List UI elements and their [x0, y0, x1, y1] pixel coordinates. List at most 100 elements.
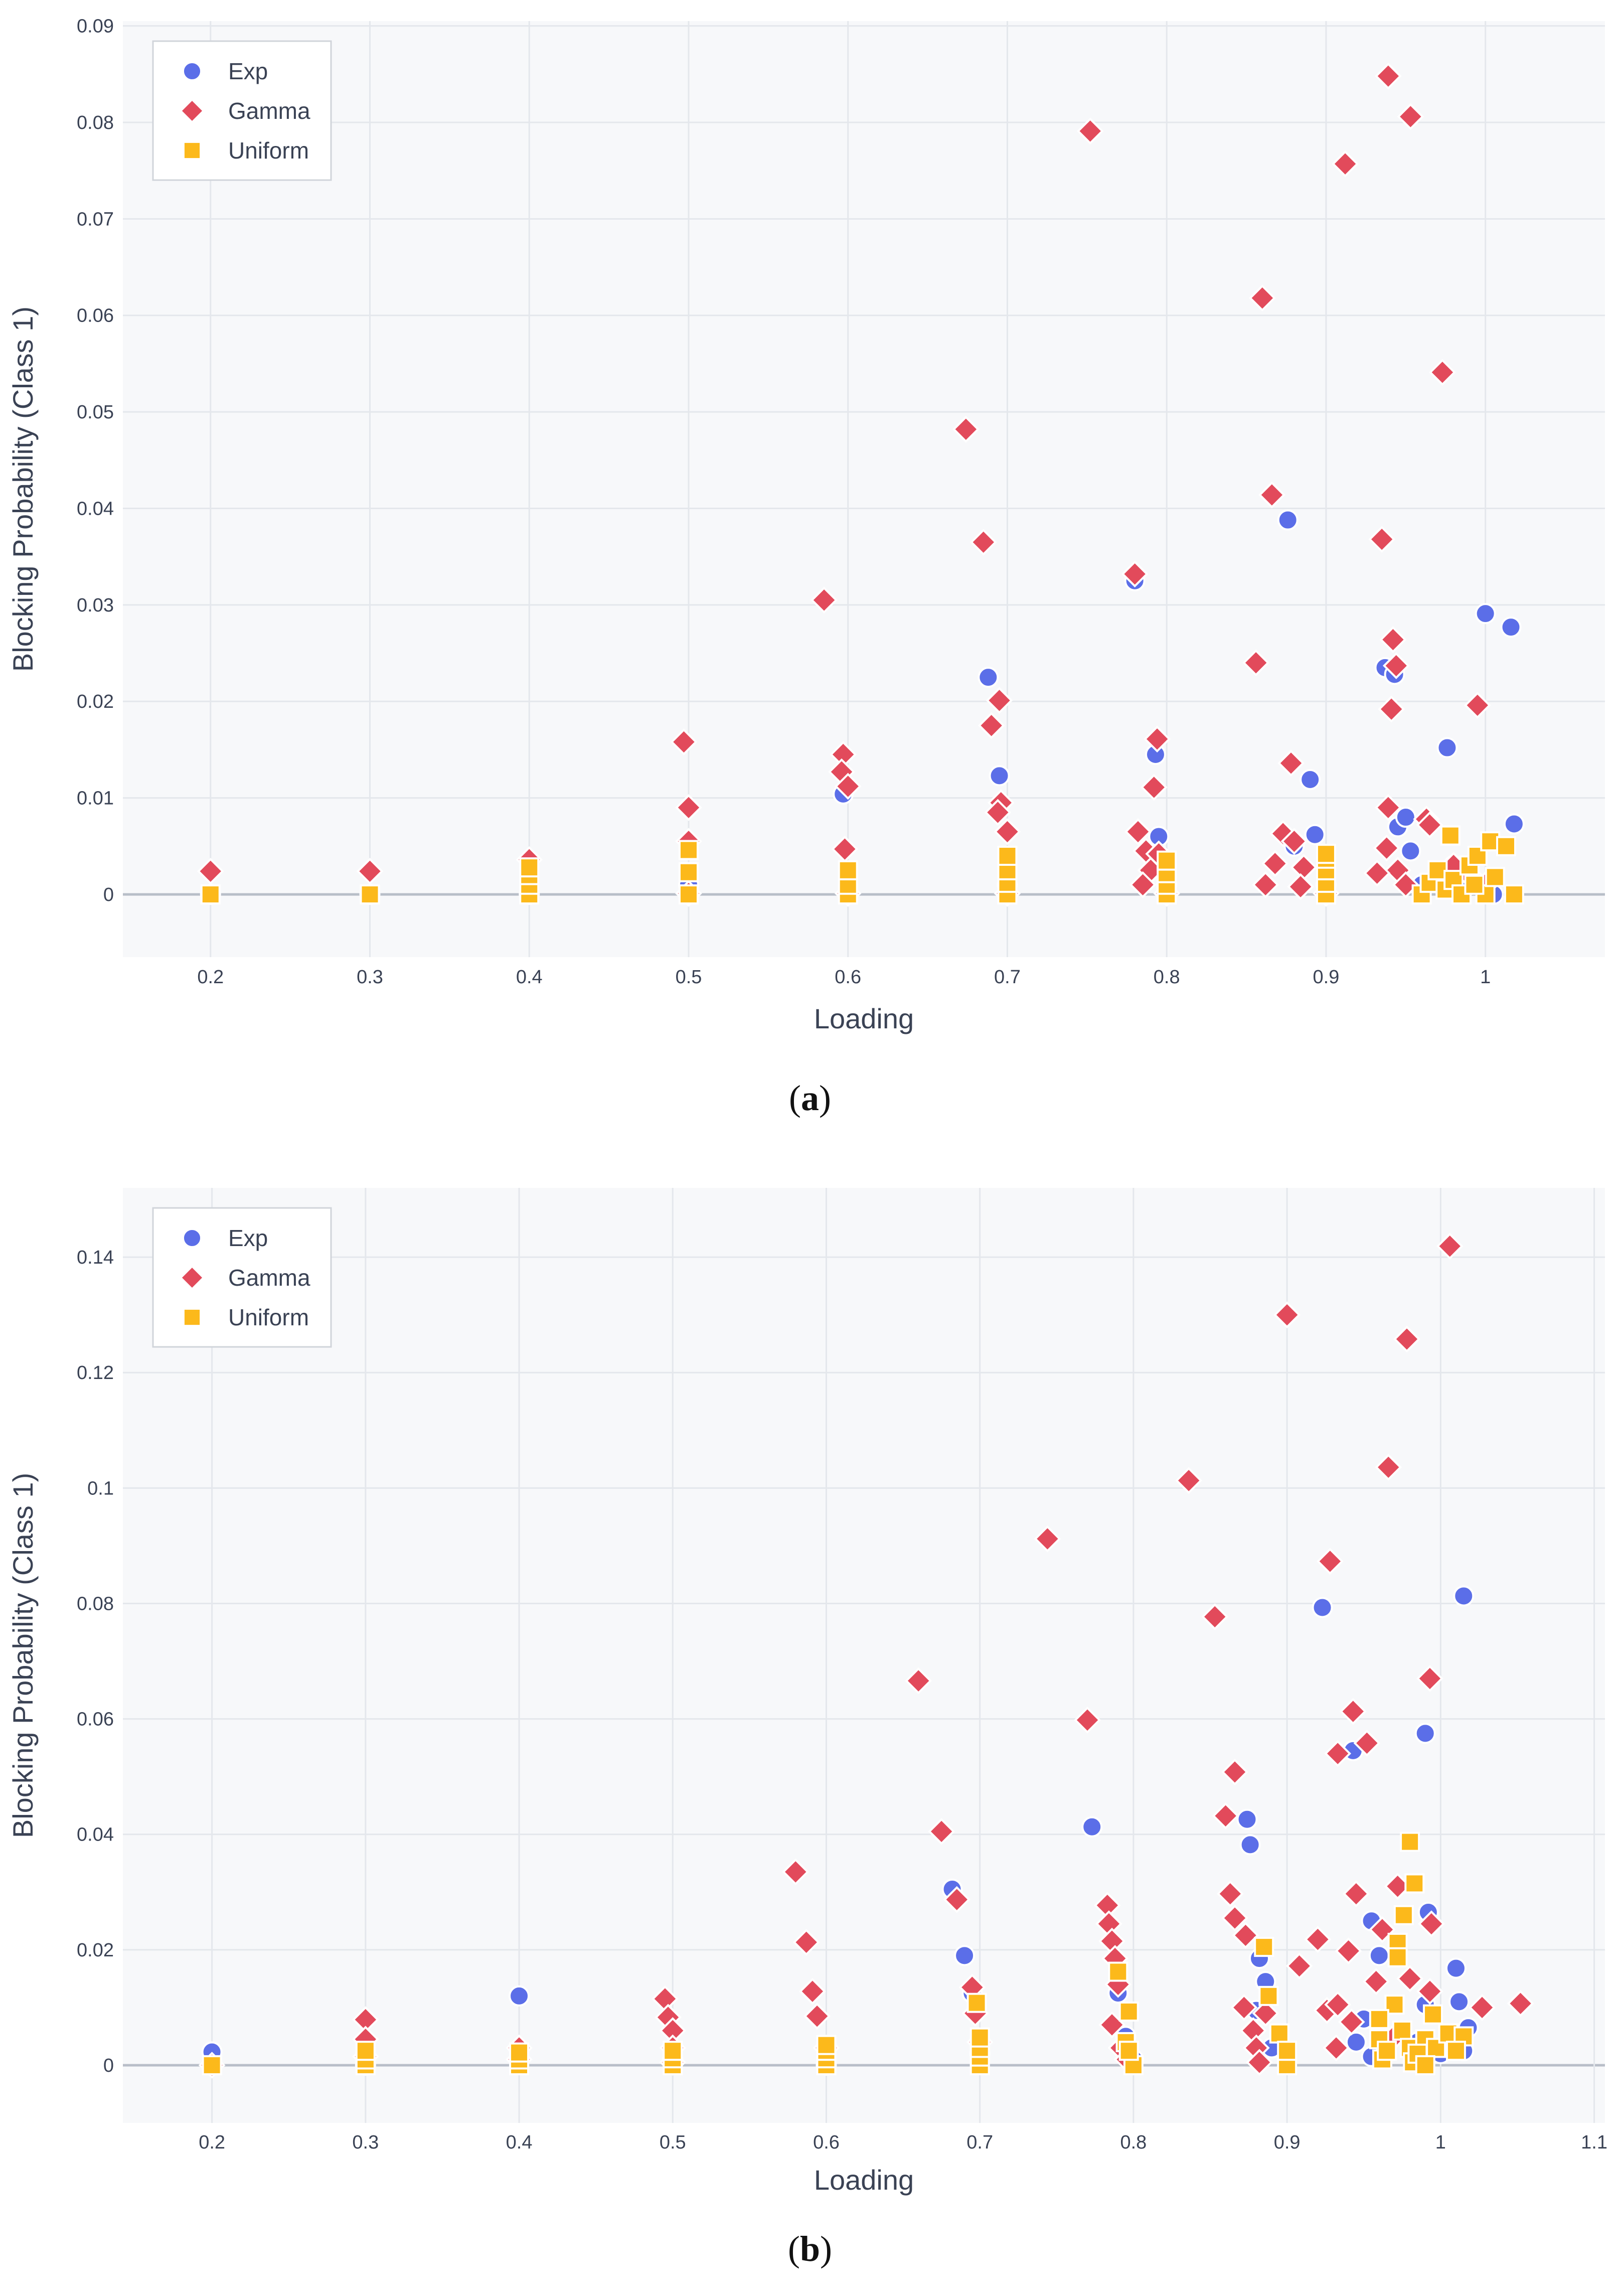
- chart-a-x-tick-label: 0.5: [676, 967, 702, 988]
- chart-a-uniform-point: [678, 862, 699, 882]
- chart-a-exp-point: [989, 765, 1010, 787]
- chart-a-gamma-point: [1287, 873, 1314, 900]
- caption-a: (a): [789, 1078, 831, 1118]
- chart-b-uniform-point: [816, 2035, 837, 2055]
- chart-b-series-uniform: [202, 1831, 1474, 2075]
- chart-b-exp-point: [1239, 1834, 1261, 1856]
- chart-a-x-axis-label: Loading: [814, 1003, 914, 1034]
- chart-b-y-tick-label: 0.14: [77, 1247, 114, 1268]
- chart-a-legend-marker-uniform: [182, 140, 202, 161]
- chart-b-uniform-point: [1387, 1947, 1408, 1967]
- chart-b-x-axis-label: Loading: [814, 2164, 914, 2196]
- chart-a-gamma-point: [1363, 859, 1391, 887]
- chart-a-gamma-point: [952, 415, 980, 443]
- chart-b-gamma-point: [1362, 1968, 1390, 1995]
- chart-a-legend-label-uniform: Uniform: [228, 137, 309, 164]
- chart-b-y-tick-label: 0.04: [77, 1824, 114, 1846]
- chart-a-gamma-point: [984, 799, 1012, 826]
- chart-b-y-tick-label: 0.1: [87, 1478, 114, 1499]
- chart-b-uniform-point: [1400, 1831, 1420, 1852]
- chart-a-gamma-point: [1332, 150, 1359, 178]
- chart-a-gamma-point: [1258, 481, 1285, 509]
- chart-a-exp-point: [1277, 509, 1299, 531]
- chart-a-plot-area: [123, 21, 1605, 957]
- chart-a-y-tick-label: 0.05: [77, 402, 114, 423]
- chart-b-gamma-point: [1507, 1989, 1534, 2017]
- chart-b-gamma-point: [1221, 1758, 1248, 1786]
- chart-b-uniform-point: [1258, 1985, 1279, 2006]
- chart-b-gamma-point: [1343, 1880, 1370, 1908]
- chart-b-exp-point: [1445, 1957, 1467, 1979]
- chart-a-gamma-point: [197, 857, 224, 885]
- chart-b-uniform-point: [509, 2042, 530, 2063]
- chart-a-legend-marker-gamma: [179, 98, 205, 124]
- chart-a-x-tick-label: 0.6: [835, 967, 861, 988]
- chart-a-uniform-point: [519, 857, 540, 878]
- chart-b-gamma-point: [905, 1667, 932, 1695]
- chart-b-uniform-point: [1369, 2009, 1389, 2029]
- chart-b-gamma-point: [1323, 2034, 1350, 2062]
- chart-b-legend-label-exp: Exp: [228, 1225, 268, 1251]
- chart-a-y-tick-label: 0: [103, 884, 114, 905]
- chart-a-y-tick-label: 0.01: [77, 788, 114, 809]
- chart-a-gamma-point: [986, 687, 1013, 714]
- chart-a-gamma-point: [1242, 649, 1269, 677]
- chart-a-gamma-point: [1373, 834, 1400, 862]
- chart-b-uniform-point: [1108, 1961, 1128, 1982]
- chart-b-exp-point: [1345, 2031, 1367, 2053]
- chart-b-x-tick-label: 1: [1435, 2132, 1446, 2153]
- chart-b-y-tick-label: 0.06: [77, 1709, 114, 1730]
- chart-a-y-tick-label: 0.07: [77, 209, 114, 230]
- chart-a-exp-point: [1500, 617, 1522, 638]
- chart-b-uniform-point: [1445, 2041, 1466, 2061]
- chart-a-legend-marker-exp: [182, 61, 203, 82]
- chart-a-gamma-point: [969, 528, 997, 556]
- chart-panel-b: 0 0.02 0.04 0.06 0.08 0.1 0.12 0.14 0.2 0.3 0.4 0.5…: [0, 1149, 1620, 2296]
- chart-a-y-tick-label: 0.02: [77, 691, 114, 712]
- chart-a-uniform-point: [997, 846, 1018, 866]
- chart-b-plot-area: [123, 1188, 1605, 2123]
- caption-b: (b): [787, 2229, 832, 2269]
- chart-b-exp-point: [1236, 1808, 1258, 1830]
- chart-b-gamma-point: [1416, 1977, 1443, 2005]
- chart-b-uniform-point: [966, 1993, 987, 2013]
- chart-b-uniform-point: [1393, 1905, 1414, 1925]
- chart-a-gamma-point: [670, 728, 698, 755]
- scatter-chart-a: 0 0.01 0.02 0.03 0.04 0.05 0.06 0.07 0.08 0.09 0.2…: [7, 16, 1605, 1034]
- chart-b-legend-marker-exp: [182, 1228, 203, 1249]
- chart-b-uniform-point: [1415, 2055, 1435, 2075]
- chart-a-x-tick-label: 0.7: [994, 967, 1021, 988]
- chart-b-x-tick-label: 0.6: [813, 2132, 840, 2153]
- chart-b-gamma-point: [1436, 1233, 1464, 1260]
- chart-b-y-tick-label: 0.08: [77, 1593, 114, 1614]
- chart-b-exp-point: [1448, 1991, 1470, 2013]
- chart-a-uniform-point: [1316, 844, 1336, 864]
- chart-b-x-tick-label: 0.7: [966, 2132, 993, 2153]
- chart-b-x-tick-label: 0.8: [1120, 2132, 1147, 2153]
- chart-b-uniform-point: [1277, 2041, 1298, 2061]
- chart-b-gamma-point: [1418, 1910, 1445, 1937]
- caption-label-a: a: [801, 1078, 819, 1118]
- chart-b-gamma-point: [1416, 1665, 1443, 1692]
- chart-a-gamma-point: [1416, 811, 1443, 839]
- chart-a-gamma-point: [1375, 62, 1402, 90]
- chart-b-gamma-point: [1034, 1525, 1061, 1553]
- chart-b-y-tick-label: 0.02: [77, 1940, 114, 1961]
- chart-a-gamma-point: [1249, 284, 1276, 312]
- chart-b-gamma-point: [1074, 1707, 1101, 1734]
- chart-b-uniform-point: [1377, 2041, 1397, 2061]
- chart-a-uniform-point: [1496, 836, 1516, 856]
- chart-b-y-tick-label: 0: [103, 2055, 114, 2076]
- chart-b-gamma-point: [1217, 1880, 1244, 1908]
- chart-a-y-tick-label: 0.06: [77, 305, 114, 327]
- chart-a-gamma-point: [1144, 725, 1171, 753]
- chart-b-x-tick-label: 0.3: [352, 2132, 379, 2153]
- chart-a-uniform-point: [1485, 867, 1505, 887]
- chart-a-gamma-point: [675, 794, 702, 821]
- chart-a-gamma-point: [1121, 560, 1149, 588]
- chart-b-gamma-point: [1273, 1301, 1301, 1328]
- chart-b-gamma-point: [1375, 1454, 1402, 1481]
- chart-b-uniform-point: [1423, 2004, 1443, 2025]
- chart-a-x-tick-label: 0.3: [357, 967, 383, 988]
- chart-a-legend-label-exp: Exp: [228, 58, 268, 84]
